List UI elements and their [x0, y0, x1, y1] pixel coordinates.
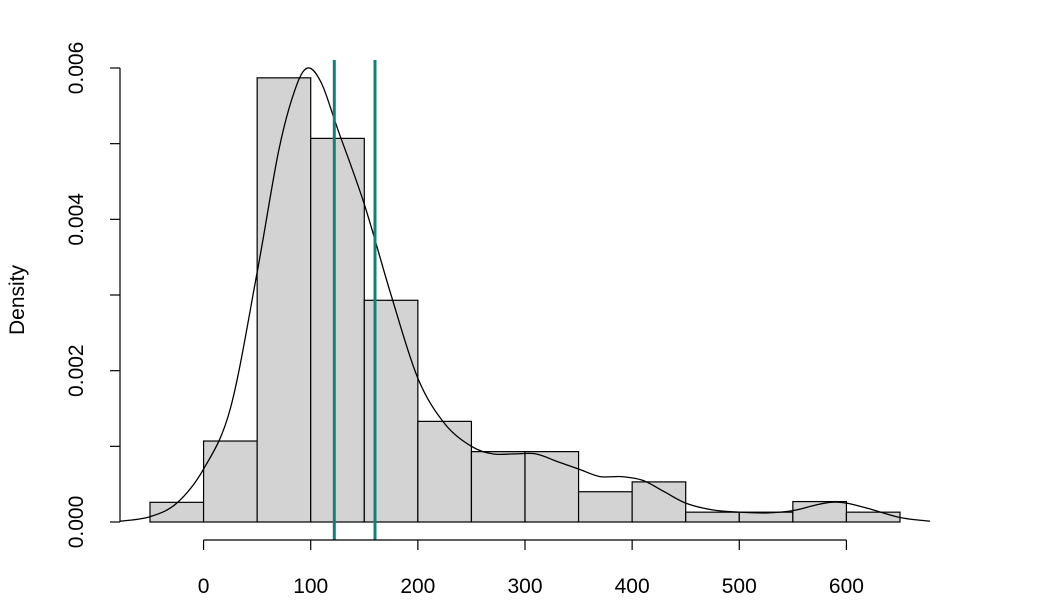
histogram-bar-6 [417, 420, 473, 523]
histogram-bar-12 [738, 511, 794, 523]
y-axis-label: Density [6, 264, 29, 335]
histogram-bar-8 [524, 451, 580, 523]
x-tick-label: 400 [615, 575, 650, 598]
histogram-bar-2 [202, 440, 258, 523]
x-tick-label: 300 [507, 575, 542, 598]
histogram-bar-14 [845, 511, 901, 523]
histogram-bar-9 [577, 491, 633, 523]
y-axis: 0.000 0.002 0.004 0.006 [65, 42, 121, 549]
histogram-bar-11 [685, 511, 740, 523]
y-tick-label: 0.006 [65, 42, 88, 95]
x-tick-label: 100 [293, 575, 328, 598]
histogram-bar-4 [310, 137, 365, 523]
x-tick-label: 600 [829, 575, 864, 598]
x-tick-label: 0 [198, 575, 210, 598]
histogram-bar-5 [363, 299, 419, 523]
density-curve [119, 67, 931, 522]
histogram-bar-1 [149, 501, 205, 523]
histogram-bar-3 [256, 77, 312, 523]
histogram-bars [149, 77, 901, 523]
x-axis: 0 100 200 300 400 500 600 [198, 539, 864, 598]
histogram-bar-10 [631, 481, 687, 523]
histogram-bar-7 [470, 451, 526, 523]
y-tick-label: 0.002 [65, 344, 88, 397]
reference-lines [332, 60, 377, 540]
x-tick-label: 200 [400, 575, 435, 598]
y-tick-label: 0.000 [65, 496, 88, 549]
x-tick-label: 500 [722, 575, 757, 598]
y-tick-label: 0.004 [65, 193, 88, 246]
